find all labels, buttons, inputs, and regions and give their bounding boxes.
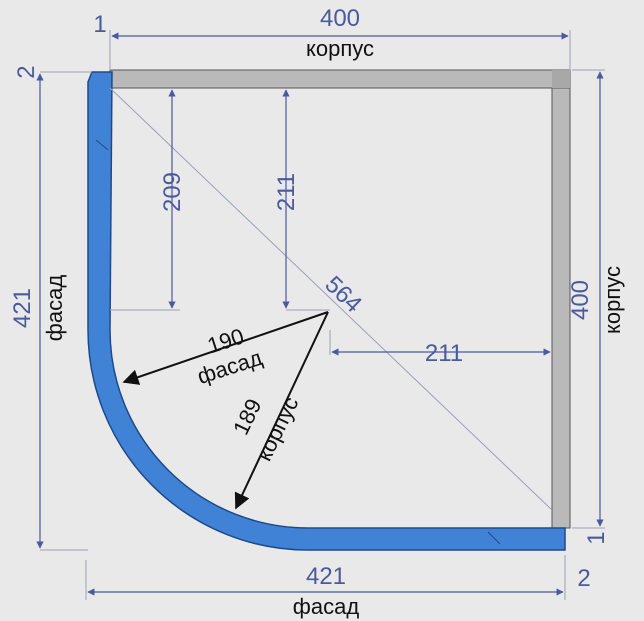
inner-211-horizontal: 211	[425, 340, 463, 367]
radius-arrows	[122, 311, 329, 510]
top-left-one: 1	[93, 11, 106, 38]
bottom-dimension-label: фасад	[293, 594, 360, 619]
construction-lines	[40, 30, 605, 600]
right-dimension-value: 400	[567, 280, 594, 320]
inner-209: 209	[159, 172, 186, 212]
top-dimension-value: 400	[320, 5, 360, 32]
top-dimension-label: корпус	[306, 36, 374, 61]
facade-end-marks	[95, 139, 501, 545]
left-dimension-value: 421	[9, 288, 36, 328]
right-dimension-label: корпус	[600, 266, 625, 334]
right-small-two: 2	[577, 565, 590, 592]
body-top-panel	[109, 69, 571, 89]
left-dimension-label: фасад	[42, 275, 67, 342]
dimension-lines	[36, 32, 604, 596]
inner-211-vertical: 211	[273, 173, 300, 211]
bottom-dimension-value: 421	[306, 563, 346, 590]
top-left-two: 2	[13, 65, 40, 78]
corner-top-right	[552, 70, 570, 88]
diagonal-564: 564	[319, 271, 367, 318]
right-small-one: 1	[583, 531, 610, 544]
facade-curved-panel	[87, 71, 566, 551]
